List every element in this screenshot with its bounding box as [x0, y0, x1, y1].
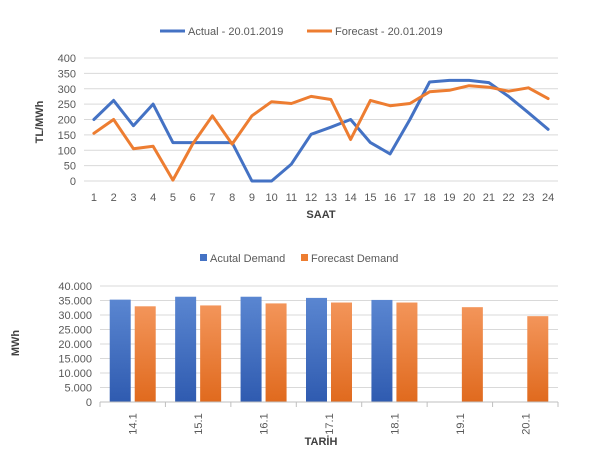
line-chart-x-tick-label: 11: [286, 192, 297, 204]
bar-chart-bars: [110, 297, 549, 402]
legend-label-actual-demand: Acutal Demand: [210, 253, 285, 265]
bar-actual-demand: [371, 300, 392, 402]
bar-chart-y-tick-label: 30.000: [58, 310, 92, 322]
line-chart-y-tick-label: 50: [64, 161, 76, 173]
legend-label-forecast: Forecast - 20.01.2019: [335, 26, 443, 38]
line-chart-x-tick-label: 16: [384, 192, 396, 204]
line-chart-x-tick-label: 19: [443, 192, 455, 204]
line-chart-x-tick-label: 12: [305, 192, 317, 204]
bar-chart-gridlines: [100, 286, 558, 407]
bar-forecast-demand: [462, 307, 483, 402]
line-chart-y-tick-labels: 0 50 100 150 200 250 300 350 400: [58, 53, 76, 188]
bar-chart-y-tick-label: 20.000: [58, 339, 92, 351]
bar-forecast-demand: [396, 303, 417, 402]
bar-chart-x-tick-label: 15.1: [193, 413, 205, 434]
bar-forecast-demand: [266, 303, 287, 402]
line-chart-x-tick-label: 2: [111, 192, 117, 204]
legend-swatch-actual-demand: [200, 254, 207, 261]
bar-chart-x-axis-title: TARİH: [305, 435, 338, 448]
bar-chart-x-tick-label: 20.1: [520, 413, 532, 434]
line-chart-x-tick-label: 22: [503, 192, 515, 204]
line-chart-y-axis-title: TL/MWh: [34, 100, 46, 143]
bar-forecast-demand: [527, 316, 548, 402]
bar-chart-y-tick-label: 15.000: [58, 354, 92, 366]
bar-chart-y-tick-label: 40.000: [58, 281, 92, 293]
bar-forecast-demand: [135, 306, 156, 402]
line-chart-x-tick-label: 14: [345, 192, 357, 204]
line-chart-x-tick-label: 6: [190, 192, 196, 204]
bar-chart-legend: Acutal Demand Forecast Demand: [200, 253, 398, 265]
bar-actual-demand: [241, 297, 262, 402]
legend-swatch-forecast-demand: [301, 254, 308, 261]
bar-chart-y-tick-label: 35.000: [58, 296, 92, 308]
line-chart-x-tick-label: 24: [542, 192, 554, 204]
bar-chart-x-tick-label: 18.1: [389, 413, 401, 434]
line-chart-x-tick-label: 21: [483, 192, 495, 204]
bar-forecast-demand: [200, 305, 221, 402]
line-chart-y-tick-label: 250: [58, 99, 76, 111]
bar-chart-y-tick-label: 25.000: [58, 325, 92, 337]
line-chart-x-tick-label: 1: [91, 192, 97, 204]
line-chart-x-axis-title: SAAT: [306, 209, 335, 221]
bar-chart-x-tick-label: 17.1: [324, 413, 336, 434]
bar-chart-x-tick-label: 14.1: [128, 413, 140, 434]
line-chart-x-tick-label: 7: [209, 192, 215, 204]
line-chart-y-tick-label: 400: [58, 53, 76, 65]
line-chart-x-tick-label: 8: [229, 192, 235, 204]
line-chart-y-tick-label: 200: [58, 115, 76, 127]
line-chart-x-tick-label: 18: [424, 192, 436, 204]
line-chart-x-tick-label: 20: [463, 192, 475, 204]
line-chart-x-tick-label: 15: [364, 192, 376, 204]
bar-forecast-demand: [331, 303, 352, 402]
line-chart-x-tick-label: 3: [130, 192, 136, 204]
legend-label-actual: Actual - 20.01.2019: [188, 26, 283, 38]
bar-chart-y-tick-label: 10.000: [58, 368, 92, 380]
line-chart-y-tick-label: 350: [58, 68, 76, 80]
line-chart-y-tick-label: 0: [70, 176, 76, 188]
legend-label-forecast-demand: Forecast Demand: [311, 253, 398, 265]
bar-chart-x-tick-label: 19.1: [455, 413, 467, 434]
line-chart-x-tick-label: 23: [522, 192, 534, 204]
line-chart-x-tick-label: 13: [325, 192, 337, 204]
bar-chart-x-tick-label: 16.1: [259, 413, 271, 434]
bar-chart-y-axis-title: MWh: [10, 330, 22, 357]
line-chart-x-tick-label: 9: [249, 192, 255, 204]
line-chart: Actual - 20.01.2019 Forecast - 20.01.201…: [34, 26, 558, 221]
line-chart-x-tick-label: 17: [404, 192, 416, 204]
line-chart-legend: Actual - 20.01.2019 Forecast - 20.01.201…: [160, 26, 443, 38]
line-chart-y-tick-label: 100: [58, 145, 76, 157]
bar-actual-demand: [110, 300, 131, 402]
bar-actual-demand: [175, 297, 196, 402]
bar-chart-y-tick-label: 0: [86, 397, 92, 409]
bar-chart-x-tick-labels: 14.1 15.1 16.1 17.1 18.1 19.1 20.1: [100, 402, 558, 435]
line-chart-x-tick-label: 5: [170, 192, 176, 204]
line-chart-x-tick-label: 4: [150, 192, 156, 204]
line-chart-x-tick-label: 10: [266, 192, 278, 204]
bar-chart: Acutal Demand Forecast Demand 0 5.000 10.0…: [10, 253, 558, 448]
bar-chart-y-tick-label: 5.000: [64, 383, 92, 395]
line-chart-y-tick-label: 150: [58, 130, 76, 142]
line-chart-gridlines: [84, 58, 558, 181]
bar-chart-y-tick-labels: 0 5.000 10.000 15.000 20.000 25.000 30.000 35.0…: [58, 281, 92, 409]
bar-actual-demand: [306, 298, 327, 402]
line-chart-y-tick-label: 300: [58, 84, 76, 96]
